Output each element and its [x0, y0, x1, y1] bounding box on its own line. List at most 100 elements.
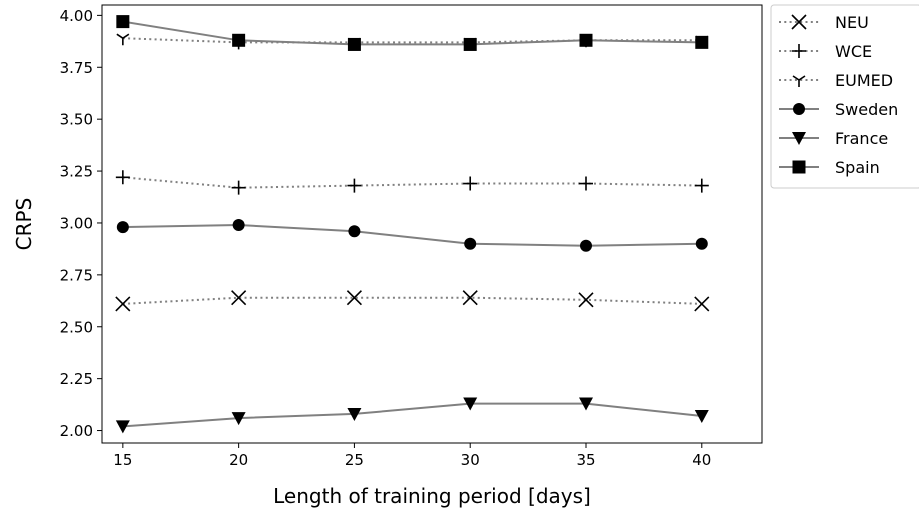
data-point-neu [578, 292, 594, 308]
data-point-sweden-shape [232, 219, 245, 232]
legend-marker-wce-shape [792, 44, 806, 58]
series-line-france [122, 402, 702, 428]
series-sweden [116, 219, 708, 252]
data-point-sweden [580, 239, 592, 252]
legend-marker-sweden [793, 103, 805, 115]
legend-item-eumed: EUMED [779, 71, 893, 90]
data-point-wce [115, 170, 130, 185]
legend: NEU WCE EUMED Sweden France Spain [770, 4, 919, 189]
data-point-neu-shape [346, 290, 362, 306]
x-axis: 15 20 25 30 35 40 [113, 443, 711, 469]
data-point-sweden [464, 237, 477, 250]
x-tick-label: 40 [692, 451, 711, 469]
legend-item-spain: Spain [779, 158, 880, 177]
data-point-france-shape [694, 410, 709, 424]
data-point-neu-shape [462, 290, 478, 306]
data-point-wce-shape [463, 176, 478, 191]
x-tick-label: 20 [229, 451, 248, 469]
data-point-neu-shape [578, 292, 594, 308]
data-point-france-shape [463, 397, 478, 411]
data-point-eumed-shape [116, 33, 130, 46]
data-point-neu-shape [694, 296, 710, 312]
data-point-eumed [116, 33, 130, 46]
data-point-spain [347, 37, 361, 51]
y-axis: 2.00 2.25 2.50 2.75 3.00 3.25 3.50 3.75 4.00 [60, 7, 102, 440]
data-point-wce [463, 176, 478, 191]
data-point-france [694, 410, 709, 424]
series-line-sweden [122, 223, 702, 247]
x-tick-label: 35 [576, 451, 595, 469]
data-point-wce [347, 178, 362, 193]
series-spain [116, 15, 709, 51]
data-point-spain [579, 33, 593, 47]
series-france [115, 397, 709, 434]
data-point-france [231, 412, 246, 426]
x-tick-label: 15 [113, 451, 132, 469]
plot-frame [101, 4, 763, 444]
data-point-sweden-shape [580, 239, 592, 252]
data-point-wce [694, 178, 709, 193]
data-point-neu-shape [115, 296, 131, 312]
data-point-spain [232, 33, 246, 47]
data-point-neu [115, 296, 131, 312]
data-point-france-shape [347, 407, 362, 421]
data-point-sweden-shape [464, 237, 477, 250]
data-point-sweden [348, 225, 361, 238]
series-layer [115, 15, 710, 434]
data-point-france [115, 420, 130, 434]
legend-marker-wce [792, 44, 806, 58]
data-point-sweden-shape [116, 221, 129, 234]
data-point-spain [116, 15, 130, 29]
y-tick-label: 3.00 [60, 214, 93, 232]
data-point-france-shape [231, 412, 246, 426]
legend-marker-neu-shape [791, 14, 807, 30]
data-point-sweden-shape [695, 237, 708, 250]
data-point-spain-shape [347, 37, 361, 51]
data-point-sweden [695, 237, 708, 250]
y-tick-label: 3.50 [60, 111, 93, 129]
data-point-neu [694, 296, 710, 312]
data-point-sweden [232, 219, 245, 232]
data-point-wce [231, 180, 246, 195]
legend-marker-spain-shape [792, 160, 806, 174]
legend-marker-eumed-shape [792, 75, 806, 87]
y-tick-label: 2.25 [60, 370, 93, 388]
legend-item-france: France [779, 129, 888, 148]
data-point-neu-shape [231, 290, 247, 306]
y-tick-label: 3.25 [60, 163, 93, 181]
legend-label-neu: NEU [835, 13, 869, 32]
legend-label-sweden: Sweden [835, 100, 898, 119]
data-point-spain-shape [463, 37, 477, 51]
data-point-spain-shape [579, 33, 593, 47]
legend-item-sweden: Sweden [779, 100, 898, 119]
data-point-spain [695, 35, 709, 49]
series-line-wce [122, 176, 702, 189]
legend-marker-eumed [792, 75, 806, 87]
series-line-spain [122, 20, 702, 46]
legend-label-spain: Spain [835, 158, 880, 177]
x-tick-label: 25 [345, 451, 364, 469]
x-tick-label: 30 [461, 451, 480, 469]
y-tick-label: 2.00 [60, 422, 93, 440]
y-tick-label: 2.50 [60, 318, 93, 336]
legend-marker-neu [791, 14, 807, 30]
data-point-france-shape [115, 420, 130, 434]
data-point-sweden-shape [348, 225, 361, 238]
legend-marker-france-shape [792, 132, 806, 145]
data-point-spain [463, 37, 477, 51]
data-point-wce-shape [231, 180, 246, 195]
data-point-neu [346, 290, 362, 306]
x-axis-label: Length of training period [days] [273, 484, 591, 508]
series-neu [115, 290, 710, 312]
data-point-france-shape [579, 397, 593, 411]
legend-item-neu: NEU [779, 13, 869, 32]
data-point-neu [231, 290, 247, 306]
legend-frame [770, 4, 919, 189]
y-tick-label: 4.00 [60, 7, 93, 25]
data-point-spain-shape [695, 35, 709, 49]
data-point-wce-shape [694, 178, 709, 193]
data-point-wce-shape [115, 170, 130, 185]
plot-background [102, 5, 762, 443]
data-point-france [347, 407, 362, 421]
